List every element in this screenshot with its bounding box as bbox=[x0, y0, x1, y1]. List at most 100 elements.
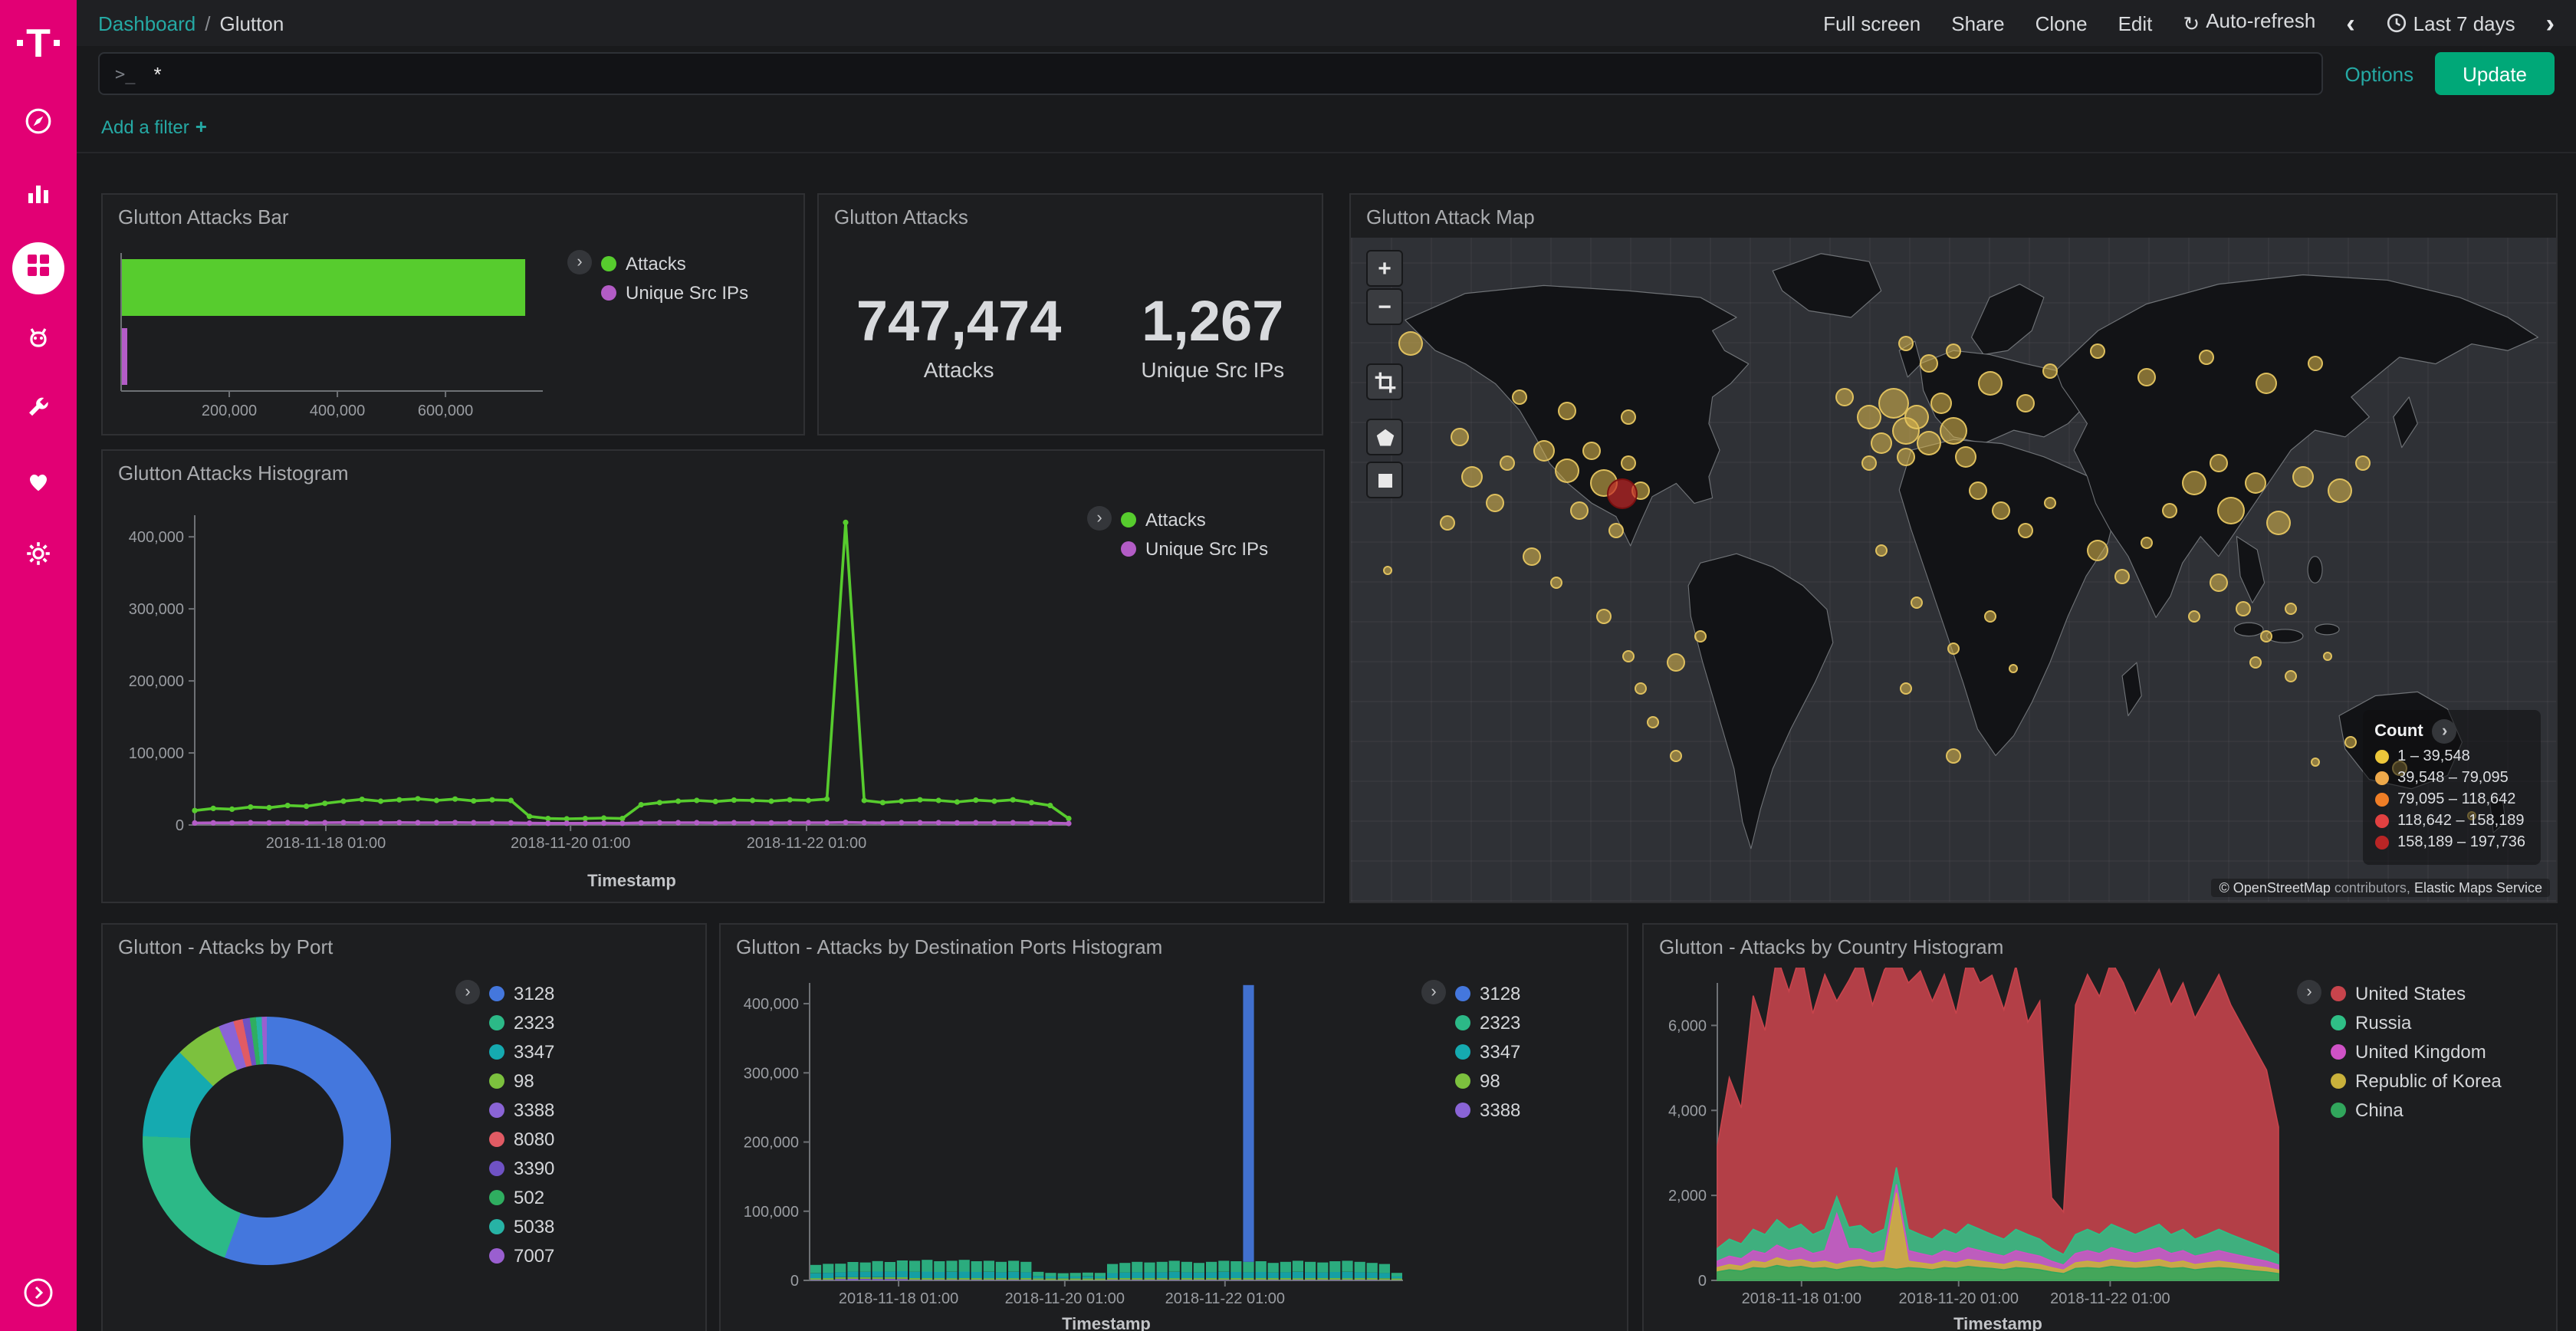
legend-item[interactable]: 2323 bbox=[489, 1012, 554, 1034]
attack-location-circle bbox=[1670, 749, 1682, 761]
legend-item[interactable]: 3388 bbox=[489, 1099, 554, 1121]
legend: › United States Russia United Kingdom Repub… bbox=[2297, 968, 2550, 1331]
legend-item[interactable]: United States bbox=[2331, 983, 2502, 1004]
legend-color-dot bbox=[1455, 1103, 1470, 1118]
legend-item[interactable]: 39,548 – 79,095 bbox=[2374, 770, 2525, 787]
legend-label: Republic of Korea bbox=[2355, 1070, 2502, 1092]
attack-location-circle bbox=[2285, 670, 2297, 682]
legend-item[interactable]: Russia bbox=[2331, 1012, 2502, 1034]
map-rectangle-tool-button[interactable] bbox=[1366, 462, 1403, 498]
panel-title: Glutton - Attacks by Destination Ports H… bbox=[721, 925, 1627, 963]
sidebar-item-monitoring[interactable] bbox=[12, 458, 64, 511]
legend-item[interactable]: China bbox=[2331, 1099, 2502, 1121]
time-forward-icon[interactable]: › bbox=[2546, 10, 2555, 36]
legend-item[interactable]: 7007 bbox=[489, 1245, 554, 1267]
legend-item[interactable]: 79,095 – 118,642 bbox=[2374, 791, 2525, 808]
update-button[interactable]: Update bbox=[2435, 52, 2555, 95]
legend-item[interactable]: 98 bbox=[1455, 1070, 1520, 1092]
donut-ring[interactable] bbox=[143, 1017, 391, 1265]
legend-toggle-icon[interactable]: › bbox=[1421, 980, 1446, 1004]
sidebar-item-honeypot[interactable] bbox=[12, 314, 64, 366]
openstreetmap-link[interactable]: © OpenStreetMap bbox=[2220, 880, 2331, 896]
attack-location-circle bbox=[2311, 758, 2320, 767]
panel-title: Glutton Attacks Histogram bbox=[103, 451, 1323, 489]
map-count-legend: Count › 1 – 39,54839,548 – 79,09579,095 … bbox=[2362, 710, 2541, 865]
legend-toggle-icon[interactable]: › bbox=[2297, 980, 2321, 1004]
legend-item[interactable]: 2323 bbox=[1455, 1012, 1520, 1034]
legend-label: Unique Src IPs bbox=[626, 282, 748, 304]
legend-item[interactable]: 8080 bbox=[489, 1129, 554, 1150]
legend-label: Russia bbox=[2355, 1012, 2411, 1034]
attack-location-circle bbox=[1836, 388, 1855, 406]
sidebar-item-dashboard[interactable] bbox=[12, 242, 64, 294]
sidebar-item-discover[interactable] bbox=[12, 98, 64, 150]
attack-location-circle bbox=[1694, 630, 1707, 642]
attack-location-circle bbox=[2256, 373, 2278, 395]
sidebar-item-dev-tools[interactable] bbox=[12, 386, 64, 439]
attack-location-circle bbox=[1634, 683, 1646, 695]
legend-item[interactable]: 98 bbox=[489, 1070, 554, 1092]
legend-item[interactable]: 3128 bbox=[1455, 983, 1520, 1004]
legend-color-dot bbox=[489, 986, 504, 1001]
time-range-button[interactable]: Last 7 days bbox=[2386, 12, 2515, 35]
time-back-icon[interactable]: ‹ bbox=[2346, 10, 2354, 36]
legend-toggle-icon[interactable]: › bbox=[1087, 506, 1112, 531]
attack-location-circle bbox=[1621, 455, 1636, 471]
refresh-icon: ↻ bbox=[2183, 12, 2200, 37]
legend-item[interactable]: 118,642 – 158,189 bbox=[2374, 813, 2525, 830]
attack-location-circle bbox=[1523, 547, 1541, 566]
sidebar-item-visualize[interactable] bbox=[12, 170, 64, 222]
options-link[interactable]: Options bbox=[2345, 62, 2414, 85]
legend-item[interactable]: Republic of Korea bbox=[2331, 1070, 2502, 1092]
attack-location-circle bbox=[1921, 355, 1939, 373]
legend-toggle-icon[interactable]: › bbox=[2433, 719, 2457, 744]
legend-item[interactable]: 3347 bbox=[489, 1041, 554, 1063]
attacks-histogram-chart: 0100,000200,000300,000400,0002018-11-18 … bbox=[106, 494, 1087, 899]
clone-button[interactable]: Clone bbox=[2036, 12, 2088, 35]
map-zoom-out-button[interactable]: − bbox=[1366, 288, 1403, 325]
legend-item[interactable]: 3388 bbox=[1455, 1099, 1520, 1121]
legend-item[interactable]: 3390 bbox=[489, 1158, 554, 1179]
world-attack-map[interactable]: + − Count › 1 – 39,54839,548 – 79,09579, bbox=[1351, 238, 2556, 902]
legend-item[interactable]: 5038 bbox=[489, 1216, 554, 1237]
add-filter-link[interactable]: Add a filter+ bbox=[101, 115, 207, 138]
breadcrumb-dashboard-link[interactable]: Dashboard bbox=[98, 12, 196, 35]
map-polygon-tool-button[interactable] bbox=[1366, 419, 1403, 455]
legend-item[interactable]: 1 – 39,548 bbox=[2374, 748, 2525, 765]
svg-text:300,000: 300,000 bbox=[744, 1065, 799, 1082]
auto-refresh-button[interactable]: ↻Auto-refresh bbox=[2183, 9, 2315, 37]
legend-label: 79,095 – 118,642 bbox=[2397, 791, 2515, 808]
share-button[interactable]: Share bbox=[1951, 12, 2004, 35]
legend-item[interactable]: 158,189 – 197,736 bbox=[2374, 834, 2525, 851]
sidebar-collapse-button[interactable] bbox=[18, 1276, 58, 1316]
legend-item[interactable]: Attacks bbox=[1121, 509, 1268, 531]
legend-item[interactable]: Unique Src IPs bbox=[1121, 538, 1268, 560]
edit-button[interactable]: Edit bbox=[2118, 12, 2153, 35]
attack-location-circle bbox=[2217, 496, 2245, 524]
legend-item[interactable]: 502 bbox=[489, 1187, 554, 1208]
svg-text:4,000: 4,000 bbox=[1668, 1103, 1707, 1119]
legend-color-dot bbox=[601, 256, 616, 271]
legend-color-dot bbox=[489, 1219, 504, 1234]
attack-location-circle bbox=[1571, 501, 1589, 519]
attack-location-circle bbox=[2137, 368, 2156, 386]
legend-item[interactable]: Unique Src IPs bbox=[601, 282, 748, 304]
legend-item[interactable]: 3347 bbox=[1455, 1041, 1520, 1063]
map-crop-tool-button[interactable] bbox=[1366, 363, 1403, 400]
legend-item[interactable]: 3128 bbox=[489, 983, 554, 1004]
ports-histogram-chart: 0100,000200,000300,000400,0002018-11-18 … bbox=[724, 968, 1421, 1331]
elastic-maps-service-link[interactable]: Elastic Maps Service bbox=[2414, 880, 2542, 896]
legend-item[interactable]: United Kingdom bbox=[2331, 1041, 2502, 1063]
legend-item[interactable]: Attacks bbox=[601, 253, 748, 274]
legend-toggle-icon[interactable]: › bbox=[455, 980, 480, 1004]
attack-location-circle bbox=[1861, 455, 1877, 471]
svg-text:400,000: 400,000 bbox=[744, 996, 799, 1013]
map-zoom-in-button[interactable]: + bbox=[1366, 250, 1403, 287]
sidebar-item-management[interactable] bbox=[12, 531, 64, 583]
search-query-input[interactable]: >_ * bbox=[98, 52, 2324, 95]
panel-title: Glutton Attack Map bbox=[1351, 195, 2556, 233]
legend-toggle-icon[interactable]: › bbox=[567, 250, 592, 274]
panel-glutton-attacks-metric: Glutton Attacks 747,474 Attacks 1,267 Un… bbox=[817, 193, 1323, 435]
svg-text:100,000: 100,000 bbox=[129, 745, 184, 762]
full-screen-button[interactable]: Full screen bbox=[1823, 12, 1921, 35]
